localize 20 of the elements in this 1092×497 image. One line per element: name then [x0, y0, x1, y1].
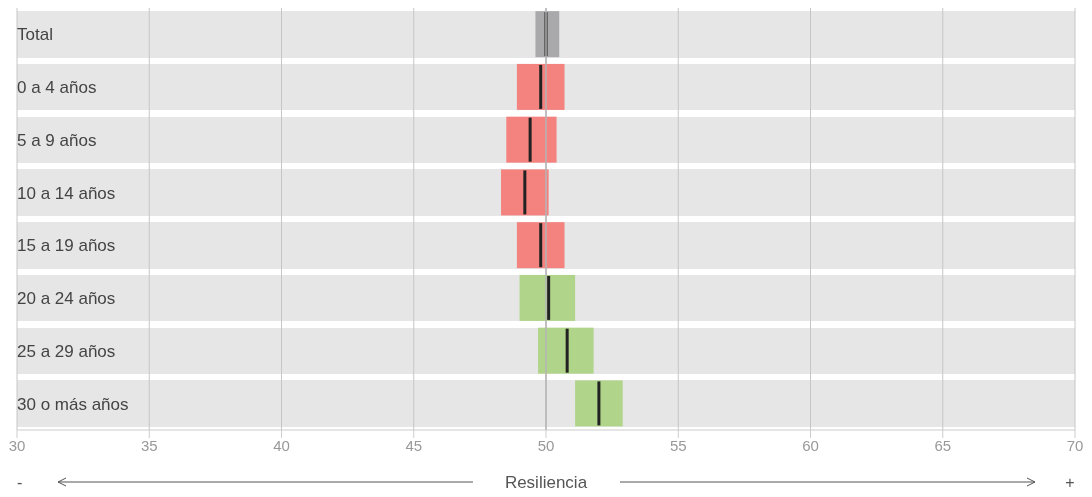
x-tick-label: 55: [669, 436, 687, 454]
x-tick-label: 40: [273, 436, 290, 454]
y-tick-label: 0 a 4 años: [17, 78, 97, 98]
x-tick-label: 35: [140, 436, 158, 454]
x-axis-title: Resiliencia: [504, 473, 588, 492]
x-tick-label: 50: [537, 436, 555, 454]
y-tick-label: 10 a 14 años: [17, 183, 116, 203]
y-tick-label: 20 a 24 años: [17, 289, 116, 309]
y-tick-label: 5 a 9 años: [17, 130, 97, 150]
x-tick-label: 45: [405, 436, 423, 454]
y-tick-label: 30 o más años: [17, 394, 129, 414]
x-tick-label: 30: [8, 436, 26, 454]
text: -: [17, 474, 23, 491]
x-tick-label: 60: [802, 436, 819, 454]
x-tick-label: 65: [934, 436, 952, 454]
y-tick-label: 25 a 29 años: [17, 341, 116, 361]
y-tick-label: 15 a 19 años: [17, 236, 116, 256]
x-tick-label: 70: [1066, 436, 1084, 454]
y-tick-label: Total: [17, 25, 53, 45]
text: +: [1065, 474, 1075, 491]
